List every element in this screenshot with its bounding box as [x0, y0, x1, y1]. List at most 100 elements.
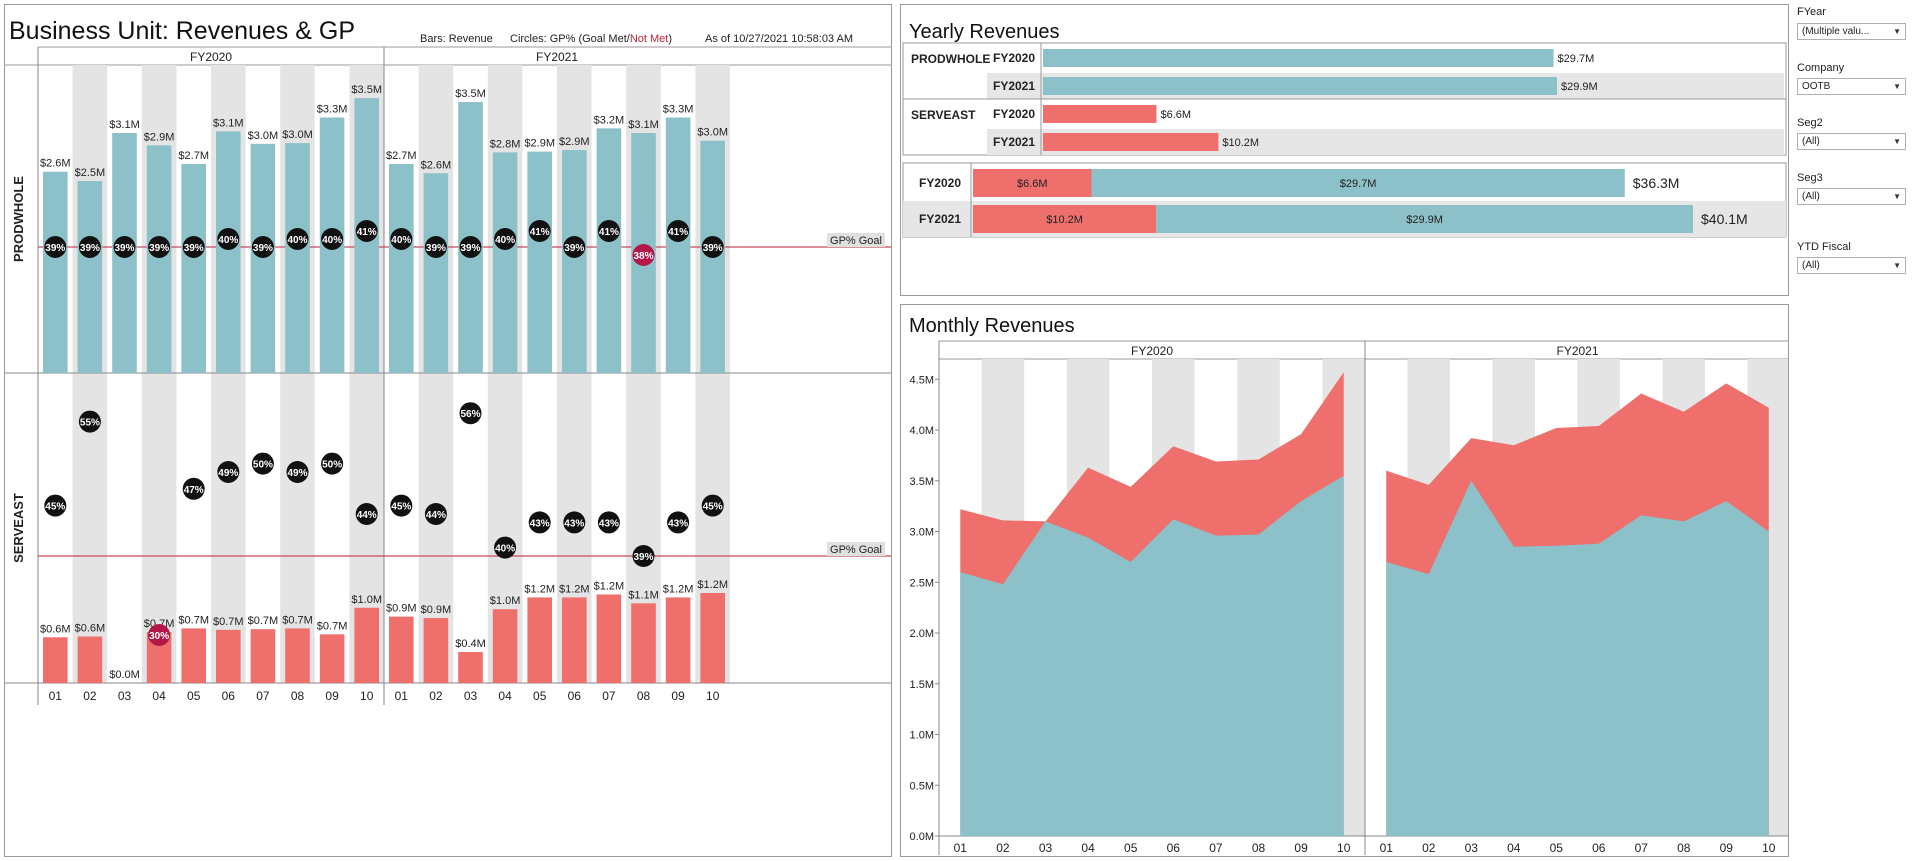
gp-circle: [459, 402, 482, 425]
gp-circle: [597, 220, 620, 242]
gp-circle-label: 39%: [45, 243, 65, 254]
filter-company-select[interactable]: OOTB ▼: [1797, 78, 1906, 95]
x-tick-label: 05: [187, 689, 201, 703]
gp-circle-label: 43%: [530, 518, 550, 529]
gp-circle-label: 41%: [530, 227, 550, 238]
x-tick-label: 06: [222, 689, 236, 703]
filter-fyear-label: FYear: [1797, 6, 1826, 18]
bar-label: $0.7M: [213, 616, 244, 628]
gp-circle: [286, 228, 309, 250]
bar-label: $0.6M: [75, 623, 106, 635]
bar-prodwhole-fy2021-01: [389, 163, 414, 373]
yearly-bar-label: $6.6M: [1160, 109, 1191, 121]
gp-circle: [251, 452, 274, 475]
x-tick-label: 07: [602, 689, 616, 703]
x-tick-label: 05: [533, 689, 547, 703]
x-tick-label: 01: [1380, 841, 1394, 855]
yearly-bar-serveast-fy2020: [1043, 105, 1157, 123]
filter-ytd-fiscal-select[interactable]: (All) ▼: [1797, 257, 1906, 274]
x-tick-label: 07: [1209, 841, 1223, 855]
gp-circle: [182, 236, 205, 258]
filter-seg3-select[interactable]: (All) ▼: [1797, 188, 1906, 205]
bar-prodwhole-fy2021-09: [665, 117, 691, 373]
legend-circles: Circles: GP% (Goal Met/Not Met): [510, 33, 672, 45]
as-of-timestamp: As of 10/27/2021 10:58:03 AM: [705, 33, 854, 45]
bar-prodwhole-fy2021-04: [492, 152, 518, 373]
filter-company-label: Company: [1797, 62, 1845, 74]
y-tick-label: 0.5M: [910, 780, 934, 792]
gp-circle-label: 39%: [80, 243, 100, 254]
x-tick-label: 02: [429, 689, 443, 703]
row-label-prodwhole: PRODWHOLE: [11, 176, 26, 262]
yearly-bar-label: $10.2M: [1222, 137, 1259, 149]
gp-circle-label: 43%: [668, 518, 688, 529]
gp-circle: [390, 494, 413, 517]
bar-label: $0.7M: [282, 614, 313, 626]
filter-seg3-value: (All): [1802, 191, 1820, 202]
gp-circle: [217, 228, 240, 250]
segment-label-prodwhole: PRODWHOLE: [911, 52, 990, 66]
bar-serveast-fy2020-05: [181, 628, 206, 683]
bar-label: $2.6M: [421, 159, 452, 171]
bar-label: $2.7M: [178, 150, 209, 162]
chevron-down-icon: ▼: [1893, 82, 1901, 91]
x-tick-label: 07: [256, 689, 270, 703]
stacked-year-label: FY2021: [919, 212, 961, 226]
x-tick-label: 09: [1720, 841, 1734, 855]
gp-circle: [78, 410, 101, 433]
gp-circle: [355, 503, 378, 525]
x-tick-label: 10: [1337, 841, 1351, 855]
bar-prodwhole-fy2020-07: [250, 143, 276, 373]
x-tick-label: 08: [291, 689, 305, 703]
x-tick-label: 10: [360, 689, 374, 703]
stacked-bar-label: $6.6M: [1017, 178, 1048, 190]
bar-label: $1.0M: [490, 595, 521, 607]
bar-label: $1.2M: [594, 580, 625, 592]
x-tick-label: 10: [1762, 841, 1776, 855]
bar-label: $2.9M: [524, 138, 555, 150]
gp-circle-label: 47%: [184, 485, 204, 496]
bar-label: $1.2M: [559, 583, 590, 595]
monthly-revenues-chart: FY2020 FY2021 0.0M 0.5M 1.0M 1.5M 2.0M 2.5M 3.0M…: [910, 340, 1788, 855]
bar-prodwhole-fy2021-06: [562, 150, 587, 373]
row-label-serveast: SERVEAST: [11, 493, 26, 563]
filter-fyear-select[interactable]: (Multiple valu... ▼: [1797, 23, 1906, 40]
gp-circle-label: 39%: [564, 243, 584, 254]
gp-circle: [251, 236, 274, 258]
gp-circle-label: 39%: [703, 243, 723, 254]
gp-circle: [597, 511, 620, 534]
y-tick-label: 0.0M: [910, 831, 934, 843]
gp-circle: [182, 477, 205, 500]
revenue-gp-chart: FY2020 FY2021 PRODWHOLE SERVEAST 01 02 03 04 05 0…: [5, 46, 891, 705]
monthly-revenues-title: Monthly Revenues: [909, 315, 1075, 337]
filter-seg3-label: Seg3: [1797, 172, 1823, 184]
bar-serveast-fy2020-09: [319, 634, 345, 683]
bar-label: $2.6M: [40, 158, 71, 170]
bar-label: $3.0M: [282, 129, 313, 141]
gp-circle-label: 39%: [114, 243, 134, 254]
bar-label: $1.2M: [524, 583, 555, 595]
gp-circle-label: 45%: [45, 502, 65, 513]
gp-circle-label: 49%: [287, 468, 307, 479]
y-tick-label: 4.5M: [910, 374, 934, 386]
gp-circle: [494, 536, 517, 559]
bar-label: $3.1M: [628, 119, 659, 131]
bar-label: $2.8M: [490, 138, 521, 150]
gp-circle-label: 50%: [253, 460, 273, 471]
filter-seg2-value: (All): [1802, 136, 1820, 147]
business-unit-panel: Business Unit: Revenues & GP Bars: Reven…: [4, 4, 892, 857]
gp-circle: [701, 494, 724, 517]
x-tick-label: 03: [1039, 841, 1053, 855]
gp-circle: [701, 236, 724, 258]
stacked-bar-label: $10.2M: [1046, 214, 1083, 226]
filter-seg2-label: Seg2: [1797, 117, 1823, 129]
gp-circle-label: 40%: [287, 235, 307, 246]
bar-label: $3.1M: [109, 119, 140, 131]
bar-serveast-fy2021-03: [458, 652, 483, 683]
gp-circle: [667, 220, 690, 242]
yearly-revenues-title: Yearly Revenues: [909, 21, 1060, 43]
gp-goal-label: GP% Goal: [830, 235, 882, 247]
bar-serveast-fy2020-07: [250, 629, 276, 683]
column-header-fy2020: FY2020: [1131, 344, 1173, 358]
filter-seg2-select[interactable]: (All) ▼: [1797, 133, 1906, 150]
